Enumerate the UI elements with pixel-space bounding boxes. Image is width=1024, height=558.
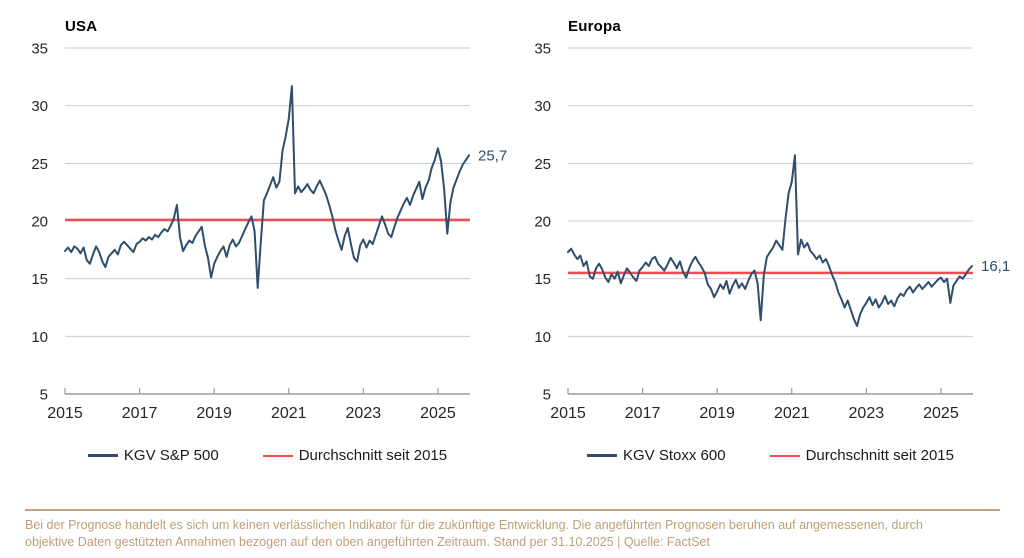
svg-text:16,1: 16,1 xyxy=(981,258,1010,275)
disclaimer-footer: Bei der Prognose handelt es sich um kein… xyxy=(25,509,1000,552)
disclaimer-line-1: Bei der Prognose handelt es sich um kein… xyxy=(25,518,923,532)
svg-text:2015: 2015 xyxy=(550,405,586,422)
svg-text:2025: 2025 xyxy=(420,405,456,422)
disclaimer-line-2: objektive Daten gestützten Annahmen bezo… xyxy=(25,535,710,550)
chart-panel-usa: USA 5 10 15 20 25 30 35 2015 2017 2019 2021 2023 202… xyxy=(0,0,521,475)
svg-text:20: 20 xyxy=(534,214,551,231)
svg-text:5: 5 xyxy=(543,387,551,404)
svg-text:30: 30 xyxy=(31,98,48,115)
svg-text:10: 10 xyxy=(31,329,48,346)
svg-text:2021: 2021 xyxy=(271,405,307,422)
legend-usa: KGV S&P 500 Durchschnitt seit 2015 xyxy=(65,447,470,464)
svg-text:25,7: 25,7 xyxy=(478,147,507,164)
svg-text:25: 25 xyxy=(31,156,48,173)
svg-text:2023: 2023 xyxy=(849,405,885,422)
series-line-swatch xyxy=(587,454,617,457)
svg-text:25: 25 xyxy=(534,156,551,173)
svg-text:35: 35 xyxy=(534,41,551,58)
legend-label-series: KGV S&P 500 xyxy=(123,447,219,464)
legend-item-kgv-stoxx600: KGV Stoxx 600 xyxy=(587,447,726,464)
legend-label-average: Durchschnitt seit 2015 xyxy=(805,447,954,464)
legend-label-series: KGV Stoxx 600 xyxy=(623,447,726,464)
svg-text:10: 10 xyxy=(534,329,551,346)
svg-text:35: 35 xyxy=(31,41,48,58)
svg-text:2017: 2017 xyxy=(122,405,158,422)
svg-text:5: 5 xyxy=(40,387,48,404)
svg-text:2023: 2023 xyxy=(346,405,382,422)
average-line-swatch xyxy=(262,454,293,457)
legend-item-average: Durchschnitt seit 2015 xyxy=(769,447,954,464)
chart-title-europa: Europa xyxy=(568,18,621,35)
svg-text:2021: 2021 xyxy=(774,405,810,422)
svg-text:15: 15 xyxy=(31,271,48,288)
chart-title-usa: USA xyxy=(65,18,98,35)
legend-item-average: Durchschnitt seit 2015 xyxy=(262,447,448,464)
legend-label-average: Durchschnitt seit 2015 xyxy=(298,447,448,464)
svg-text:2025: 2025 xyxy=(923,405,959,422)
svg-text:2019: 2019 xyxy=(196,405,232,422)
svg-text:20: 20 xyxy=(31,214,48,231)
average-line-swatch xyxy=(769,454,800,457)
series-line-swatch xyxy=(87,454,118,457)
svg-text:15: 15 xyxy=(534,271,551,288)
svg-text:2015: 2015 xyxy=(47,405,83,422)
svg-text:30: 30 xyxy=(534,98,551,115)
legend-europa: KGV Stoxx 600 Durchschnitt seit 2015 xyxy=(568,447,973,464)
legend-item-kgv-sp500: KGV S&P 500 xyxy=(87,447,219,464)
chart-panel-europa: Europa 5 10 15 20 25 30 35 2015 2017 2019 2021 2023… xyxy=(503,0,1024,475)
svg-text:2017: 2017 xyxy=(625,405,661,422)
svg-text:2019: 2019 xyxy=(699,405,735,422)
